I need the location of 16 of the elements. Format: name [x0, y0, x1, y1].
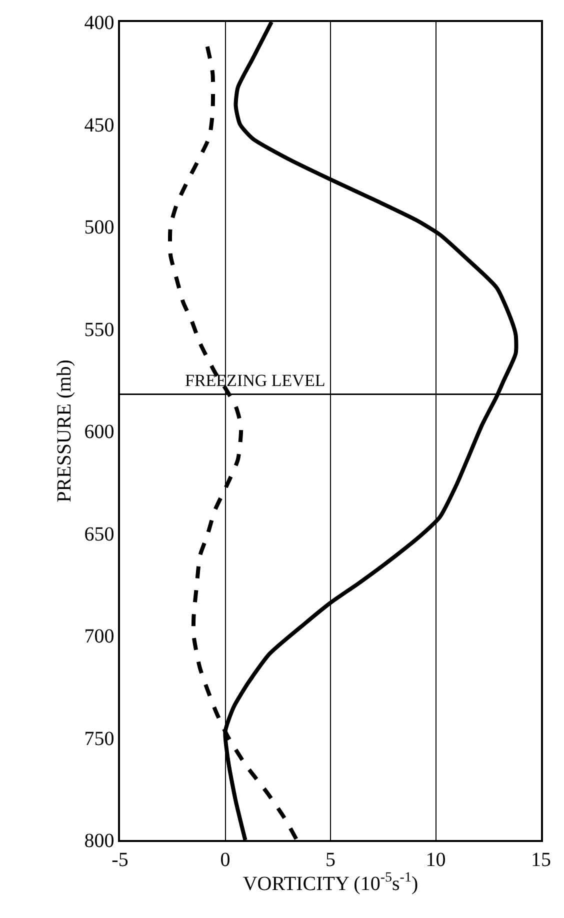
y-tick-label: 650: [84, 523, 114, 546]
y-tick-label: 750: [84, 728, 114, 750]
y-tick-label: 700: [84, 626, 114, 648]
x-tick-label: 10: [426, 848, 446, 871]
y-tick-label: 550: [84, 318, 114, 341]
x-tick-label: 5: [326, 848, 336, 871]
y-axis-title: PRESSURE (mb): [53, 360, 76, 502]
y-tick-label: 400: [84, 12, 114, 34]
y-tick-label: 800: [84, 830, 114, 852]
x-tick-label: 0: [220, 848, 230, 871]
x-tick-label: -5: [112, 848, 128, 871]
x-axis-title: VORTICITY (10$^{-5}$s$^{-1}$): [242, 870, 418, 896]
x-tick-label: 15: [531, 848, 551, 871]
y-tick-label: 500: [84, 216, 114, 238]
y-tick-label: 450: [84, 114, 114, 136]
y-tick-label: 600: [84, 421, 114, 443]
